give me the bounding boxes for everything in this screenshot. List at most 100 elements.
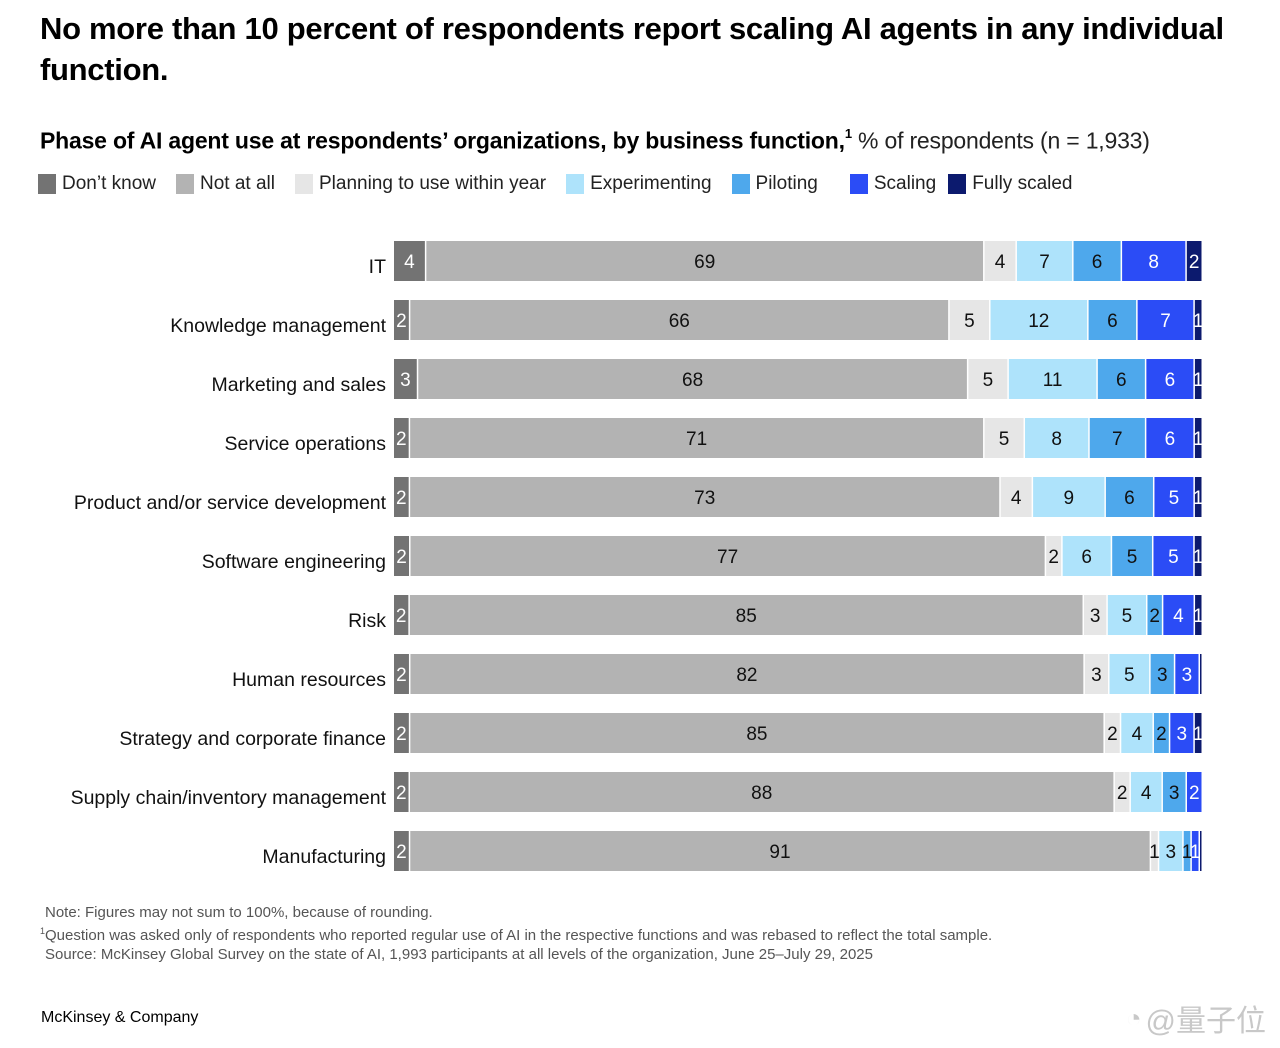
bar-segment-scaling [1186,772,1202,812]
bar-segment-scaling [1175,654,1199,694]
bar-row: Marketing and sales 3 68 5 11 6 6 1 [211,359,1203,399]
category-label: Risk [348,610,386,632]
bar-segment-experimenting [1130,772,1162,812]
data-label: 2 [396,488,407,509]
data-label: 5 [1124,665,1135,686]
subtitle-text: Phase of AI agent use at respondents’ or… [40,127,845,154]
bar-segment-fully-scaled [1200,654,1202,694]
bar-segment-experimenting [1025,418,1089,458]
footnote-text: Question was asked only of respondents w… [45,927,993,944]
legend-item-experimenting: Experimenting [566,173,712,195]
data-label: 2 [396,606,407,627]
bar-segment-scaling [1163,595,1194,635]
data-label: 11 [1043,370,1063,391]
footnote-mark: 1 [40,926,46,936]
bar-segment-piloting [1150,654,1174,694]
data-label: 85 [746,724,767,745]
data-label: 5 [999,429,1010,450]
data-label: 2 [1156,724,1167,745]
bar-segment-piloting [1162,772,1186,812]
bar-segment-experimenting [1033,477,1105,517]
bar-row: IT 4 69 4 7 6 8 2 [369,241,1202,281]
data-label: 1 [1193,547,1204,568]
data-label: 1 [1193,370,1204,391]
bar-segment-scaling [1153,536,1194,576]
bar-segment-don-t-know [394,772,409,812]
data-label: 3 [1091,665,1102,686]
legend-swatch [849,174,868,194]
bar-segment-piloting [1112,536,1152,576]
bar-row: Supply chain/inventory management 2 88 2 4 3 2 [71,772,1202,812]
bar-segment-piloting [1073,241,1121,281]
data-label: 3 [400,370,411,391]
data-label: 6 [1107,311,1118,332]
legend-item-planning: Planning to use within year [294,173,547,195]
bar-segment-planning-to-use-within-year [1000,477,1032,517]
bar-segment-don-t-know [394,418,409,458]
data-label: 1 [1190,842,1201,863]
bar-segment-not-at-all [409,595,1083,635]
bar-segment-not-at-all [410,772,1114,812]
legend-label: Not at all [200,173,275,194]
legend-label: Planning to use within year [318,173,547,194]
data-label: 9 [1063,488,1074,509]
data-label: 4 [1011,488,1022,509]
data-label: 4 [1141,783,1152,804]
bar-segment-not-at-all [410,477,1000,517]
bar-segment-fully-scaled [1194,418,1202,458]
bar-row: Product and/or service development 2 73 4 9 6… [74,477,1203,517]
data-label: 2 [396,547,407,568]
note-source: Source: McKinsey Global Survey on the st… [45,946,873,963]
bar-segment-don-t-know [394,713,409,753]
data-label: 4 [1132,724,1143,745]
data-label: 4 [1173,606,1184,627]
legend-swatch [948,174,967,194]
bar-segment-planning-to-use-within-year [968,359,1008,399]
data-label: 3 [1090,606,1101,627]
bar-segment-don-t-know [394,241,425,281]
bar-row: Software engineering 2 77 2 6 5 5 1 [202,536,1204,576]
bar-segment-fully-scaled [1194,359,1202,399]
category-label: Knowledge management [170,315,386,337]
data-label: 1 [1193,724,1204,745]
bar-segment-planning-to-use-within-year [949,300,990,340]
bar-segment-experimenting [1107,595,1146,635]
data-label: 91 [769,842,790,863]
bar-row: Knowledge management 2 66 5 12 6 7 1 [170,300,1203,340]
data-label: 2 [1189,252,1200,273]
data-label: 7 [1160,311,1171,332]
bar-segment-experimenting [1062,536,1111,576]
bar-segment-fully-scaled [1195,595,1202,635]
data-label: 73 [694,488,715,509]
bar-segment-don-t-know [394,300,409,340]
category-label: Product and/or service development [74,492,387,514]
bar-segment-fully-scaled [1194,536,1202,576]
data-label: 2 [396,311,407,332]
bar-segment-don-t-know [394,359,417,399]
bar-segment-fully-scaled [1200,831,1202,871]
bar-segment-don-t-know [394,654,409,694]
category-label: Supply chain/inventory management [71,787,387,809]
data-label: 69 [694,252,715,273]
bar-segment-experimenting [1121,713,1153,753]
category-label: Marketing and sales [211,374,386,396]
data-label: 4 [995,252,1006,273]
legend-label: Experimenting [590,173,712,194]
data-label: 3 [1165,842,1176,863]
bar-segment-piloting [1105,477,1153,517]
data-label: 6 [1165,370,1176,391]
legend-swatch [294,174,313,194]
legend-label: Fully scaled [972,173,1073,194]
category-label: Software engineering [202,551,386,573]
bar-segment-scaling [1154,477,1194,517]
data-label: 1 [1193,311,1204,332]
category-label: IT [369,256,386,278]
bar-segment-scaling [1146,359,1194,399]
bar-segment-experimenting [1109,654,1150,694]
bar-segment-experimenting [1016,241,1073,281]
legend-item-not-at-all: Not at all [176,173,275,195]
chart-subtitle: Phase of AI agent use at respondents’ or… [40,120,1150,157]
footnote-mark: 1 [844,126,852,141]
data-label: 6 [1165,429,1176,450]
bar-segment-planning-to-use-within-year [984,418,1024,458]
